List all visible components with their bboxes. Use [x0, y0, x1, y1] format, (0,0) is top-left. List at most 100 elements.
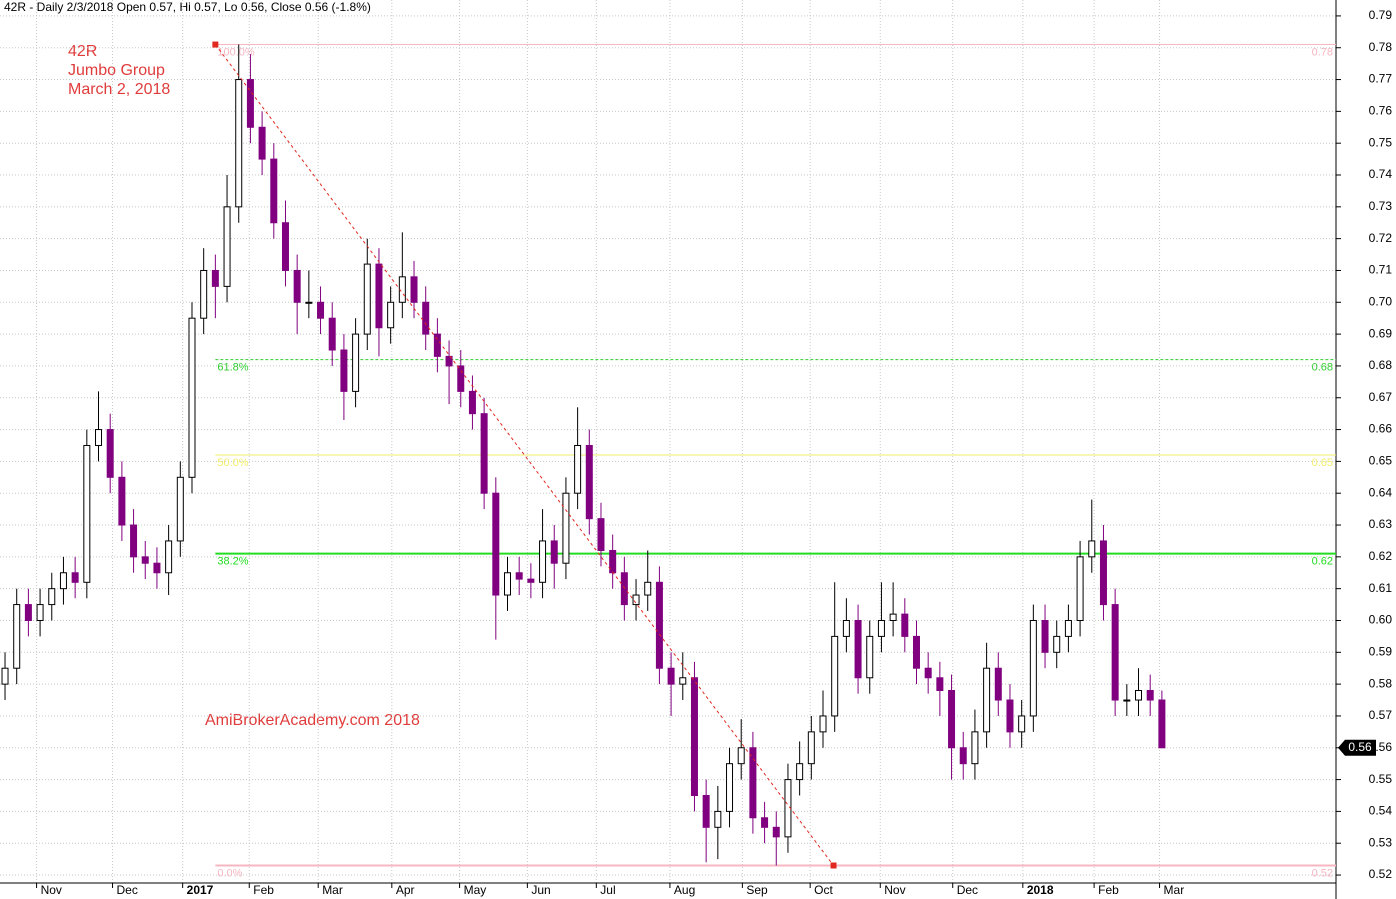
candle-body — [1088, 540, 1096, 558]
candle-body — [223, 206, 231, 287]
y-tick-label: 0.78 — [1369, 40, 1393, 54]
candle-body — [585, 444, 593, 520]
fib-value-label: 0.78 — [1312, 46, 1333, 58]
candle-body — [176, 476, 184, 542]
candle-body — [1064, 619, 1072, 637]
candle-body — [819, 715, 827, 733]
candle-body — [141, 556, 149, 564]
fib-pct-label: 50.0% — [217, 457, 248, 469]
candle-body — [889, 613, 897, 621]
x-tick-label: Feb — [1098, 883, 1119, 897]
trendline-anchor — [830, 862, 837, 869]
fib-pct-label: 38.2% — [217, 556, 248, 568]
candle-body — [690, 677, 698, 796]
x-tick-label: Nov — [884, 883, 905, 897]
candle-body — [632, 594, 640, 606]
candle-body — [539, 540, 547, 583]
fib-value-label: 0.65 — [1312, 457, 1333, 469]
candle-body — [959, 747, 967, 765]
candle-body — [1099, 540, 1107, 606]
candle-body — [877, 619, 885, 637]
x-tick-label: 2017 — [187, 883, 214, 897]
y-tick-label: 0.70 — [1369, 294, 1393, 308]
candle-body — [901, 613, 909, 637]
candle-body — [796, 763, 804, 781]
fib-value-label: 0.68 — [1312, 361, 1333, 373]
candle-body — [1146, 689, 1154, 701]
fib-pct-label: 100.0% — [217, 46, 255, 58]
x-tick-label: Aug — [674, 883, 695, 897]
candle-body — [492, 492, 500, 596]
candle-body — [468, 390, 476, 415]
candle-body — [246, 79, 254, 128]
candle-body — [936, 677, 944, 691]
y-tick-label: 0.67 — [1369, 390, 1393, 404]
y-tick-label: 0.53 — [1369, 835, 1393, 849]
candle-body — [1076, 556, 1084, 621]
y-tick-label: 0.55 — [1369, 772, 1393, 786]
candle-body — [504, 572, 512, 596]
candle-body — [1135, 689, 1143, 701]
fib-pct-label: 0.0% — [217, 867, 242, 879]
y-tick-label: 0.65 — [1369, 454, 1393, 468]
y-tick-label: 0.52 — [1369, 867, 1393, 881]
annotation: 42R — [68, 43, 97, 60]
candle-body — [106, 429, 114, 478]
y-tick-label: 0.63 — [1369, 517, 1393, 531]
candle-body — [620, 572, 628, 606]
x-tick-label: May — [464, 883, 487, 897]
y-tick-label: 0.72 — [1369, 231, 1393, 245]
candle-body — [1123, 699, 1131, 702]
candle-body — [983, 667, 991, 733]
x-tick-label: Oct — [814, 883, 833, 897]
candle-body — [1006, 699, 1014, 733]
candle-body — [24, 604, 32, 621]
x-tick-label: Jun — [531, 883, 550, 897]
candle-body — [59, 572, 67, 590]
candle-body — [854, 619, 862, 679]
candle-body — [515, 572, 523, 580]
candle-body — [761, 817, 769, 828]
y-tick-label: 0.64 — [1369, 485, 1393, 499]
y-tick-label: 0.77 — [1369, 72, 1393, 86]
candle-body — [258, 126, 266, 160]
candle-body — [83, 444, 91, 583]
candle-body — [422, 301, 430, 335]
candle-body — [410, 276, 418, 303]
candle-body — [644, 581, 652, 596]
candle-body — [433, 333, 441, 357]
y-tick-label: 0.66 — [1369, 422, 1393, 436]
candle-body — [480, 413, 488, 494]
candle-body — [772, 826, 780, 838]
candle-body — [235, 79, 243, 208]
candle-body — [924, 667, 932, 679]
candle-body — [445, 355, 453, 367]
candle-body — [1029, 619, 1037, 717]
candle-body — [363, 263, 371, 335]
candle-body — [13, 604, 21, 669]
candle-body — [597, 518, 605, 551]
y-tick-label: 0.57 — [1369, 708, 1393, 722]
candle-body — [375, 263, 383, 329]
candle-body — [317, 301, 325, 319]
y-tick-label: 0.68 — [1369, 358, 1393, 372]
candle-body — [1, 667, 9, 685]
candle-body — [352, 333, 360, 392]
candle-body — [679, 677, 687, 685]
candle-body — [281, 222, 289, 271]
candle-body — [726, 763, 734, 812]
x-tick-label: Nov — [41, 883, 62, 897]
candle-body — [270, 158, 278, 224]
last-price-label: 0.56 — [1348, 740, 1372, 754]
candle-body — [702, 794, 710, 828]
candle-body — [1158, 699, 1166, 749]
candle-body — [948, 689, 956, 749]
candle-body — [667, 667, 675, 685]
candle-body — [165, 540, 173, 574]
candle-body — [340, 349, 348, 392]
y-tick-label: 0.79 — [1369, 8, 1393, 22]
y-tick-label: 0.74 — [1369, 167, 1393, 181]
x-tick-label: 2018 — [1027, 883, 1054, 897]
y-tick-label: 0.71 — [1369, 263, 1393, 277]
